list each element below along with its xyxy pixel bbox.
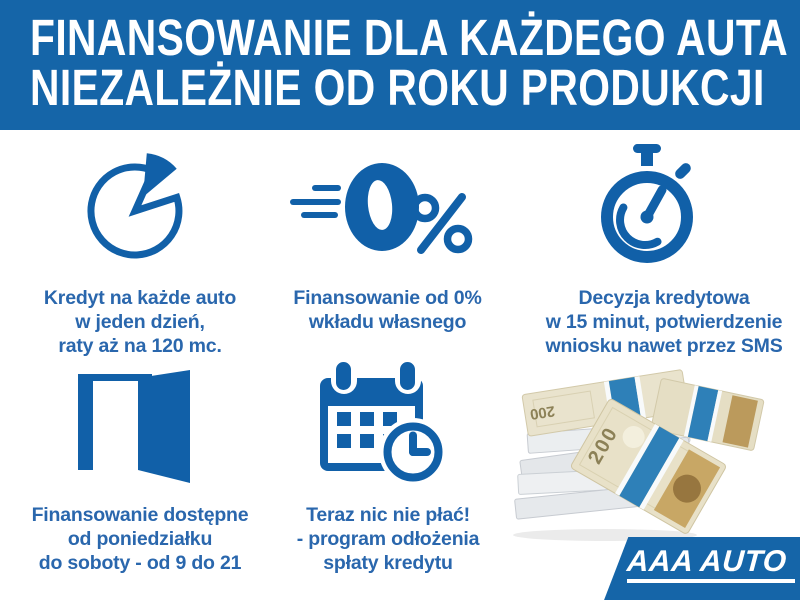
banknote-bundle-back [650,378,765,451]
caption-line: Teraz nic nie płać! [306,504,470,526]
zero-percent-icon [290,155,480,265]
brand-logo-text: AAA AUTO [625,545,788,578]
feature-caption-availability: Finansowanie dostępne od poniedziałku do… [15,503,265,575]
stopwatch-icon [595,142,705,277]
calendar-clock-icon [315,358,450,483]
banknotes-photo: 200 200 [505,358,775,543]
caption-line: spłaty kredytu [323,552,453,574]
caption-line: Kredyt na każde auto [43,287,237,309]
feature-caption-decision: Decyzja kredytowa w 15 minut, potwierdze… [534,286,794,358]
feature-caption-deferred-payment: Teraz nic nie płać! - program odłożenia … [268,503,508,575]
caption-line: Finansowanie dostępne [31,504,249,526]
headline-line-2: NIEZALEŻNIE OD ROKU PRODUKCJI [30,59,765,116]
brand-logo-banner: AAA AUTO [604,537,800,600]
headline-line-1: FINANSOWANIE DLA KAŻDEGO AUTA [30,9,789,66]
banknote-bundle-top: 200 [521,369,689,437]
banknote-bundle-front: 200 [570,398,726,534]
caption-line: w 15 minut, potwierdzenie [545,311,783,333]
brand-logo-underline [627,579,795,583]
feature-caption-credit: Kredyt na każde auto w jeden dzień, raty… [20,286,260,358]
caption-line: wkładu własnego [308,311,467,333]
pie-chart-icon [78,146,198,266]
open-door-icon [70,365,200,490]
caption-line: do soboty - od 9 do 21 [38,552,242,574]
header-banner: FINANSOWANIE DLA KAŻDEGO AUTA NIEZALEŻNI… [0,0,800,130]
feature-caption-zero-percent: Finansowanie od 0% wkładu własnego [270,286,505,334]
caption-line: Finansowanie od 0% [293,287,482,309]
caption-line: raty aż na 120 mc. [58,335,222,357]
caption-line: - program odłożenia [296,528,480,550]
caption-line: od poniedziałku [67,528,213,550]
caption-line: wniosku nawet przez SMS [545,335,783,357]
caption-line: w jeden dzień, [75,311,205,333]
svg-text:200: 200 [529,402,556,423]
caption-line: Decyzja kredytowa [578,287,750,309]
